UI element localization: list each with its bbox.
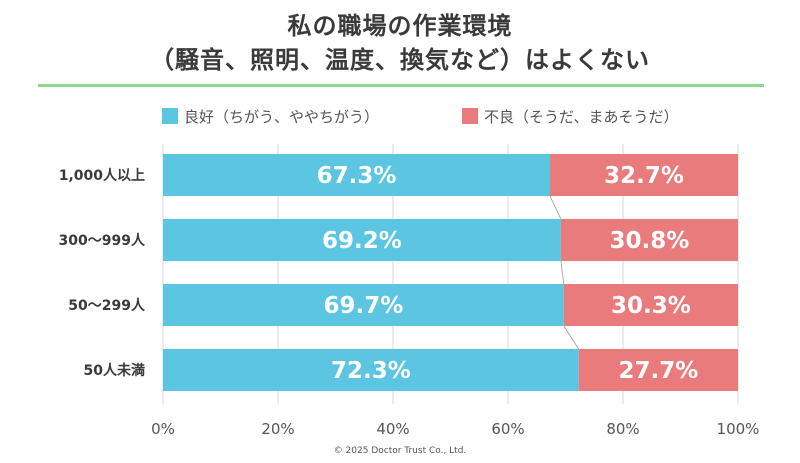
bar-data-label: 69.2% — [322, 228, 402, 254]
category-label: 50～299人 — [68, 297, 146, 314]
legend-item-good: 良好（ちがう、ややちがう） — [162, 106, 379, 126]
bar-segment-bad — [578, 349, 738, 391]
bar-segment-good — [163, 219, 561, 261]
series-connector-line — [549, 195, 562, 220]
bar-segment-bad — [549, 154, 738, 196]
bar-data-label: 67.3% — [317, 163, 397, 189]
chart-title-line2: （騒音、照明、温度、換気など）はよくない — [150, 46, 650, 74]
bar-data-label: 27.7% — [618, 358, 698, 384]
bar-segment-bad — [563, 284, 738, 326]
series-connector-line — [563, 325, 580, 350]
bar-segment-bad — [560, 219, 738, 261]
x-tick-label: 80% — [606, 420, 639, 438]
legend-label-bad: 不良（そうだ、まあそうだ） — [484, 107, 679, 126]
x-tick-label: 100% — [717, 420, 760, 438]
x-tick-label: 40% — [376, 420, 409, 438]
bar-data-label: 69.7% — [323, 293, 403, 319]
x-tick-label: 20% — [261, 420, 294, 438]
bar-segment-good — [163, 284, 564, 326]
title-divider — [38, 84, 764, 87]
legend-item-bad: 不良（そうだ、まあそうだ） — [462, 106, 679, 126]
bar-data-label: 30.3% — [611, 293, 691, 319]
category-label: 50人未満 — [84, 362, 145, 379]
bar-segment-good — [163, 154, 550, 196]
category-label: 1,000人以上 — [59, 167, 145, 184]
chart-title-line1: 私の職場の作業環境 — [287, 12, 513, 40]
copyright: © 2025 Doctor Trust Co., Ltd. — [333, 446, 467, 456]
bar-data-label: 72.3% — [331, 358, 411, 384]
legend-swatch-good — [162, 108, 178, 124]
x-tick-label: 0% — [151, 420, 175, 438]
bar-data-label: 30.8% — [610, 228, 690, 254]
series-connector-line — [560, 260, 565, 285]
legend-swatch-bad — [462, 108, 478, 124]
bar-segment-good — [163, 349, 579, 391]
category-label: 300～999人 — [59, 232, 146, 249]
x-tick-label: 60% — [491, 420, 524, 438]
bar-data-label: 32.7% — [604, 163, 684, 189]
legend-label-good: 良好（ちがう、ややちがう） — [184, 107, 380, 126]
